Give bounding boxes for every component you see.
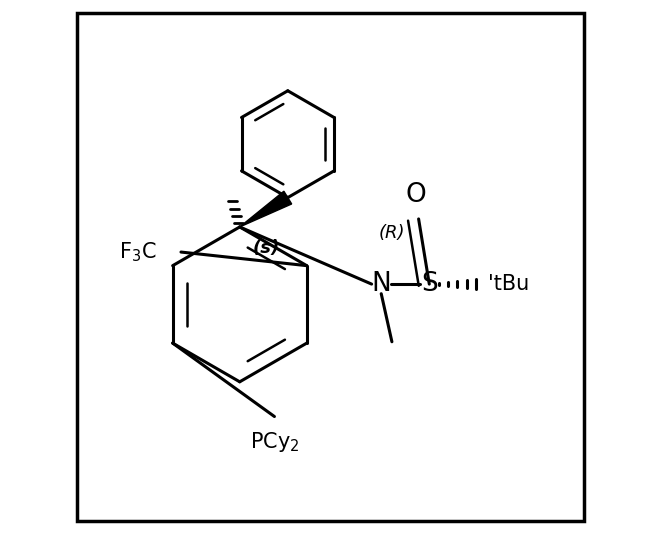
Text: PCy$_2$: PCy$_2$ [250, 430, 299, 454]
Text: (R): (R) [379, 224, 405, 242]
Text: O: O [406, 182, 426, 208]
Text: 'tBu: 'tBu [488, 274, 529, 294]
Text: (s): (s) [253, 239, 280, 257]
Text: F$_3$C: F$_3$C [120, 240, 157, 264]
Text: N: N [371, 271, 391, 297]
FancyBboxPatch shape [77, 13, 584, 521]
Text: S: S [421, 271, 438, 297]
Polygon shape [240, 191, 292, 227]
